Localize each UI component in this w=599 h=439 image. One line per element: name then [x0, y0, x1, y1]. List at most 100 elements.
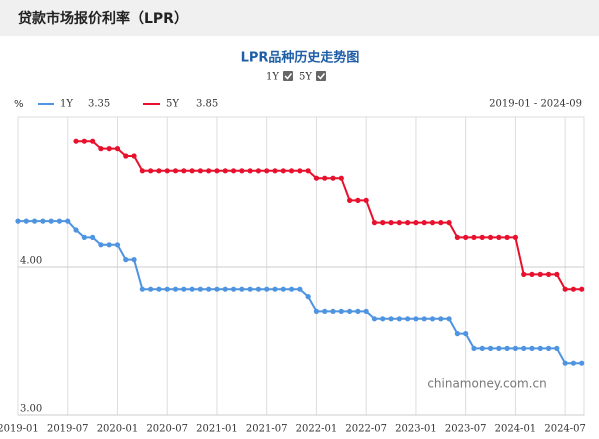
- point: [521, 345, 527, 351]
- point: [214, 286, 220, 292]
- point: [347, 197, 353, 203]
- point: [15, 218, 21, 224]
- point: [172, 286, 179, 292]
- x-tick-label: 2021-01: [196, 424, 238, 435]
- point: [471, 234, 477, 240]
- point: [454, 331, 460, 337]
- point: [48, 218, 54, 224]
- x-tick-label: 2024-07: [544, 424, 586, 435]
- point: [114, 146, 121, 152]
- x-tick-label: 2023-07: [445, 424, 487, 435]
- point: [214, 168, 220, 174]
- point: [90, 138, 96, 144]
- point: [239, 168, 245, 174]
- point: [230, 168, 237, 174]
- point: [396, 220, 402, 226]
- point: [554, 345, 560, 351]
- point: [521, 271, 527, 277]
- checkbox[interactable]: [283, 71, 293, 81]
- point: [148, 286, 154, 292]
- point: [537, 271, 543, 277]
- legend-label: 5Y: [166, 99, 179, 110]
- header-bar: [0, 0, 599, 36]
- toggle-label: 5Y: [299, 72, 312, 83]
- point: [106, 146, 112, 152]
- point: [189, 168, 195, 174]
- legend-value: 3.85: [196, 99, 218, 110]
- point: [496, 345, 502, 351]
- point: [446, 220, 452, 226]
- y-tick-label: 4.00: [20, 256, 42, 267]
- point: [338, 308, 344, 314]
- x-tick-label: 2022-01: [296, 424, 338, 435]
- toggle-label: 1Y: [266, 72, 279, 83]
- point: [347, 308, 353, 314]
- point: [413, 316, 419, 322]
- plot-area: [17, 116, 585, 416]
- x-tick-label: 2024-01: [495, 424, 537, 435]
- point: [56, 218, 63, 224]
- point: [98, 242, 104, 248]
- point: [471, 345, 477, 351]
- point: [106, 242, 112, 248]
- point: [363, 197, 369, 203]
- point: [73, 227, 79, 233]
- point: [562, 286, 568, 292]
- point: [413, 220, 419, 226]
- point: [65, 218, 71, 224]
- point: [463, 234, 469, 240]
- point: [222, 168, 228, 174]
- point: [139, 286, 145, 292]
- checkbox[interactable]: [316, 71, 326, 81]
- point: [230, 286, 237, 292]
- point: [305, 168, 311, 174]
- point: [98, 146, 104, 152]
- point: [280, 168, 286, 174]
- point: [206, 286, 212, 292]
- point: [255, 286, 262, 292]
- point: [264, 286, 270, 292]
- point: [164, 168, 170, 174]
- point: [429, 220, 436, 226]
- point: [371, 316, 378, 322]
- point: [380, 316, 386, 322]
- date-range: 2019-01 - 2024-09: [489, 99, 582, 110]
- point: [189, 286, 195, 292]
- point: [197, 168, 203, 174]
- checkmark: [317, 73, 326, 80]
- x-tick-label: 2020-07: [146, 424, 188, 435]
- point: [322, 175, 328, 181]
- point: [421, 220, 427, 226]
- point: [264, 168, 270, 174]
- point: [181, 168, 187, 174]
- point: [330, 308, 336, 314]
- point: [421, 316, 427, 322]
- legend-value: 3.35: [88, 99, 110, 110]
- point: [139, 168, 145, 174]
- legend-label: 1Y: [60, 99, 73, 110]
- point: [463, 331, 469, 337]
- point: [239, 286, 245, 292]
- point: [123, 153, 129, 159]
- point: [288, 286, 295, 292]
- point: [247, 168, 253, 174]
- point: [23, 218, 29, 224]
- point: [562, 360, 568, 366]
- point: [355, 308, 361, 314]
- point: [172, 168, 179, 174]
- point: [355, 197, 361, 203]
- x-tick-label: 2023-01: [395, 424, 437, 435]
- x-tick-label: 2019-01: [0, 424, 39, 435]
- point: [123, 257, 129, 263]
- point: [504, 234, 510, 240]
- point: [405, 220, 411, 226]
- point: [156, 168, 162, 174]
- x-tick-label: 2020-01: [97, 424, 139, 435]
- point: [90, 234, 96, 240]
- point: [454, 234, 460, 240]
- point: [288, 168, 295, 174]
- point: [579, 360, 585, 366]
- point: [206, 168, 212, 174]
- point: [405, 316, 411, 322]
